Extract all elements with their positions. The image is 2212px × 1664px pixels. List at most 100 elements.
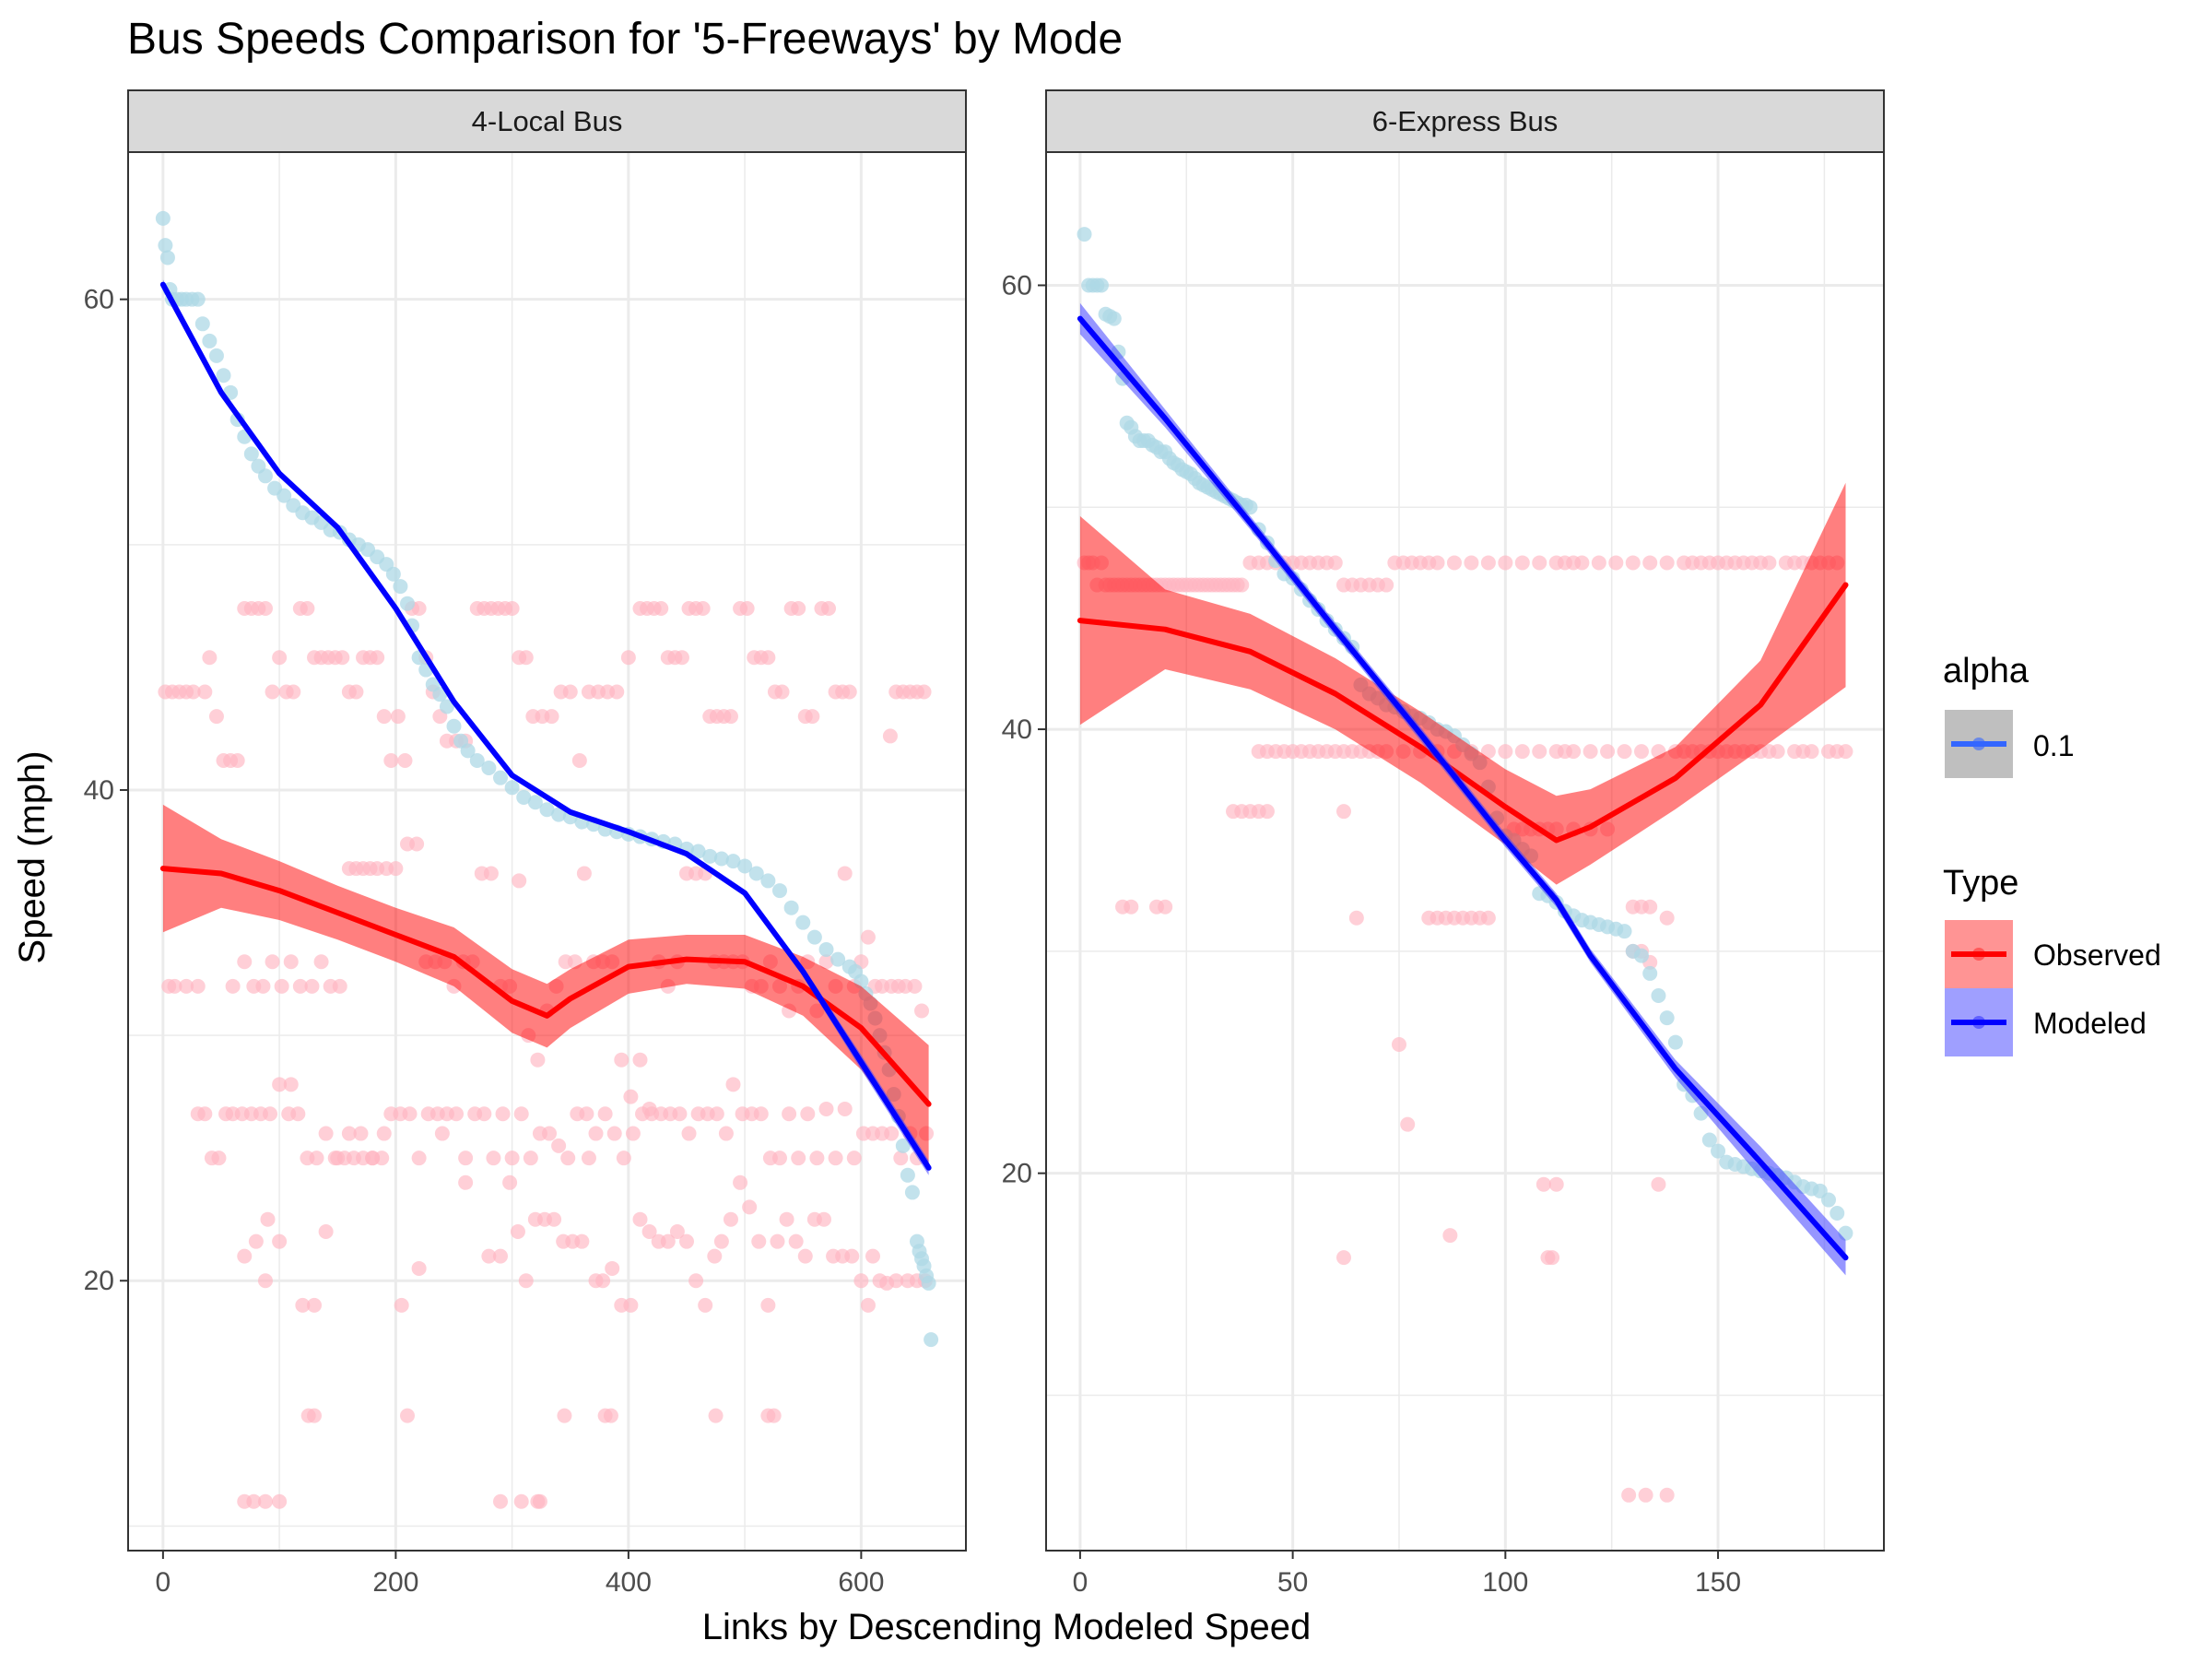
observed-point [844,1248,860,1264]
observed-point [397,753,413,769]
modeled-point [1830,1205,1845,1221]
observed-point [1804,744,1819,760]
observed-point [1327,555,1343,571]
observed-point [1633,744,1649,760]
observed-point [300,601,315,617]
observed-point [1400,1116,1416,1132]
modeled-point [276,488,292,503]
observed-point [579,1106,594,1122]
observed-point [1335,1250,1351,1266]
observed-point [916,684,932,700]
observed-point [774,684,790,700]
observed-point [1391,1036,1406,1052]
observed-point [185,684,201,700]
modeled-point [904,1185,920,1200]
observed-confidence-band [1079,482,1846,885]
modeled-point [439,699,454,714]
modeled-point [702,848,718,864]
modeled-point [1651,988,1666,1004]
observed-point [513,1106,529,1122]
panel-border [1045,151,1885,1552]
observed-point [860,1297,876,1313]
observed-point [434,1126,450,1141]
observed-point [458,1151,474,1166]
observed-point [707,1248,723,1264]
modeled-point [202,333,218,348]
modeled-point [1701,1132,1717,1148]
modeled-point [432,687,448,702]
observed-point [208,709,224,725]
modeled-point [400,596,415,611]
observed-point [409,836,425,852]
modeled-point [1617,924,1632,939]
observed-point [197,1106,213,1122]
observed-point [1464,555,1479,571]
observed-point [713,1233,729,1249]
observed-point [376,1126,392,1141]
observed-point [365,1151,381,1166]
observed-point [330,1151,346,1166]
modeled-point [393,579,408,595]
observed-point [797,1248,813,1264]
observed-point [620,650,636,666]
modeled-point [760,873,776,889]
modeled-point [921,1275,936,1291]
modeled-point [216,368,231,384]
observed-point [318,1224,334,1240]
observed-point [1379,577,1394,593]
observed-point [695,601,711,617]
observed-point [1770,744,1785,760]
observed-point [674,650,689,666]
observed-point [257,601,273,617]
observed-point [523,1151,538,1166]
observed-point [458,1174,474,1190]
observed-point [547,1211,562,1227]
modeled-point [460,743,476,759]
plot-area [128,152,966,1551]
modeled-point [481,761,497,776]
modeled-point [208,348,224,363]
observed-point [495,1106,511,1122]
observed-point [742,1199,758,1215]
observed-point [853,1273,869,1289]
observed-point [255,978,271,994]
modeled-point [1077,227,1092,242]
observed-point [486,1151,501,1166]
modeled-point [158,238,173,254]
legend-observed-point [1972,948,1985,961]
observed-point [837,1101,853,1116]
modeled-smooth-line [159,281,932,1171]
observed-point [1545,1250,1560,1266]
observed-point [907,978,923,994]
observed-point [1659,555,1675,571]
observed-point [1480,744,1496,760]
observed-point [307,1297,322,1313]
observed-point [260,1211,276,1227]
observed-point [739,601,755,617]
observed-point [632,1052,648,1068]
modeled-point [190,291,206,307]
x-tick-label: 0 [156,1567,171,1598]
x-tick-label: 100 [1482,1567,1528,1598]
legend-alpha-label: 0.1 [2033,729,2074,762]
panel-express-bus: 6-Express Bus 0 50 100 150 20 40 60 [1002,89,1885,1598]
modeled-point [385,566,401,582]
observed-point [248,1233,264,1249]
observed-point [542,1126,558,1141]
observed-point [290,1106,306,1122]
modeled-point [194,316,210,332]
observed-point [1535,1176,1551,1192]
modeled-point [1667,1034,1683,1050]
observed-point [1548,1176,1564,1192]
observed-point [1659,1487,1675,1503]
observed-point [800,1106,816,1122]
observed-point [477,1106,492,1122]
observed-point [788,1233,804,1249]
observed-point [272,1077,288,1092]
panel-strip [127,89,967,153]
observed-point [1446,555,1462,571]
observed-point [669,1224,685,1240]
x-tick-label: 200 [372,1567,418,1598]
